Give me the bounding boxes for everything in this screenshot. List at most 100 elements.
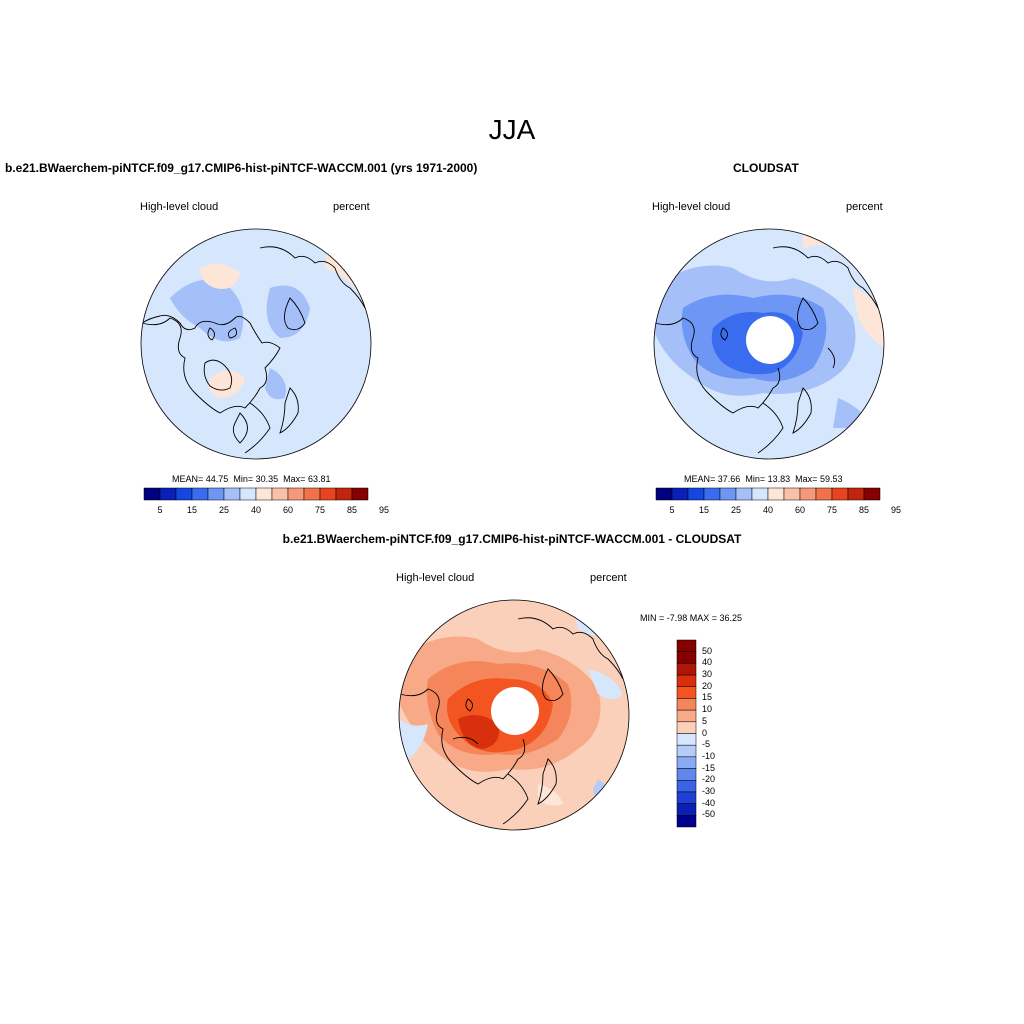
- colorbar-swatch: [676, 651, 697, 664]
- colorbar-label: 40: [762, 505, 773, 515]
- left-stats: MEAN= 44.75 Min= 30.35 Max= 63.81: [172, 474, 330, 484]
- right-variable-label: High-level cloud: [652, 201, 731, 213]
- colorbar-label: 95: [890, 505, 901, 515]
- colorbar-swatch: [191, 487, 209, 501]
- colorbar-swatch: [351, 487, 369, 501]
- colorbar-label: 30: [702, 669, 713, 680]
- left-min-label: Min=: [233, 474, 254, 484]
- colorbar-swatch: [207, 487, 225, 501]
- colorbar-swatch: [676, 663, 697, 676]
- colorbar-label: 5: [669, 505, 675, 515]
- left-max-value: 63.81: [307, 474, 331, 484]
- colorbar-label: 40: [702, 657, 713, 668]
- colorbar-swatch: [271, 487, 289, 501]
- colorbar-swatch: [815, 487, 833, 501]
- left-mean-value: 44.75: [205, 474, 229, 484]
- colorbar-swatch: [703, 487, 721, 501]
- left-mean-label: MEAN=: [172, 474, 204, 484]
- colorbar-swatch: [687, 487, 705, 501]
- colorbar-swatch: [676, 721, 697, 734]
- colorbar-label: 15: [186, 505, 197, 515]
- colorbar-swatch: [719, 487, 737, 501]
- left-panel-title: b.e21.BWaerchem-piNTCF.f09_g17.CMIP6-his…: [5, 161, 478, 175]
- colorbar-label: 60: [794, 505, 805, 515]
- left-variable-label: High-level cloud: [140, 201, 219, 213]
- colorbar-swatch: [676, 803, 697, 816]
- colorbar-label: 15: [698, 505, 709, 515]
- colorbar-swatch: [159, 487, 177, 501]
- colorbar-label: -50: [702, 809, 716, 820]
- main-title: JJA: [488, 114, 536, 145]
- diff-colorbar: [676, 639, 697, 828]
- right-min-label: Min=: [745, 474, 766, 484]
- colorbar-swatch: [671, 487, 689, 501]
- colorbar-swatch: [767, 487, 785, 501]
- colorbar-swatch: [287, 487, 305, 501]
- right-units-label: percent: [846, 201, 883, 213]
- colorbar-label: 5: [702, 715, 708, 726]
- colorbar-swatch: [303, 487, 321, 501]
- colorbar-swatch: [676, 756, 697, 769]
- colorbar-label: 20: [702, 680, 713, 691]
- diff-variable-label: High-level cloud: [396, 572, 475, 584]
- colorbar-swatch: [239, 487, 257, 501]
- colorbar-swatch: [676, 733, 697, 746]
- colorbar-swatch: [735, 487, 753, 501]
- diff-panel-title: b.e21.BWaerchem-piNTCF.f09_g17.CMIP6-his…: [282, 532, 742, 546]
- colorbar-swatch: [255, 487, 273, 501]
- colorbar-swatch: [143, 487, 161, 501]
- right-max-value: 59.53: [819, 474, 843, 484]
- colorbar-label: 75: [314, 505, 325, 515]
- right-polar-map: [653, 228, 885, 460]
- colorbar-swatch: [783, 487, 801, 501]
- colorbar-label: 75: [826, 505, 837, 515]
- right-mean-value: 37.66: [717, 474, 741, 484]
- left-colorbar: [143, 487, 369, 501]
- colorbar-swatch: [319, 487, 337, 501]
- colorbar-label: -40: [702, 797, 716, 808]
- right-max-label: Max=: [795, 474, 818, 484]
- colorbar-swatch: [676, 744, 697, 758]
- colorbar-label: 50: [702, 645, 713, 656]
- colorbar-swatch: [175, 487, 193, 501]
- left-polar-map: [140, 228, 372, 460]
- colorbar-swatch: [676, 791, 697, 804]
- left-min-value: 30.35: [255, 474, 279, 484]
- colorbar-label: 25: [218, 505, 229, 515]
- colorbar-label: 40: [250, 505, 261, 515]
- colorbar-label: 25: [730, 505, 741, 515]
- right-stats: MEAN= 37.66 Min= 13.83 Max= 59.53: [684, 474, 842, 484]
- colorbar-swatch: [676, 768, 697, 781]
- colorbar-label: -30: [702, 785, 716, 796]
- colorbar-swatch: [676, 709, 697, 723]
- colorbar-swatch: [676, 780, 697, 793]
- left-max-label: Max=: [283, 474, 306, 484]
- colorbar-swatch: [676, 815, 697, 828]
- left-units-label: percent: [333, 201, 370, 213]
- colorbar-swatch: [847, 487, 865, 501]
- colorbar-label: 15: [702, 692, 713, 703]
- right-panel-title: CLOUDSAT: [733, 161, 799, 175]
- right-mean-label: MEAN=: [684, 474, 716, 484]
- colorbar-swatch: [676, 698, 697, 711]
- colorbar-label: 10: [702, 704, 713, 715]
- colorbar-swatch: [655, 487, 673, 501]
- colorbar-swatch: [751, 487, 769, 501]
- colorbar-label: 0: [702, 727, 708, 738]
- colorbar-swatch: [676, 639, 697, 652]
- colorbar-label: -5: [702, 739, 711, 750]
- colorbar-swatch: [223, 487, 241, 501]
- diff-units-label: percent: [590, 572, 627, 584]
- diff-polar-map: [398, 599, 630, 831]
- colorbar-swatch: [831, 487, 849, 501]
- colorbar-label: -20: [702, 774, 716, 785]
- colorbar-label: 85: [346, 505, 357, 515]
- colorbar-swatch: [676, 674, 697, 687]
- colorbar-label: 85: [858, 505, 869, 515]
- right-min-value: 13.83: [767, 474, 791, 484]
- diff-minmax-text: MIN = -7.98 MAX = 36.25: [640, 613, 743, 623]
- right-colorbar: [655, 487, 881, 501]
- colorbar-swatch: [676, 686, 697, 699]
- colorbar-swatch: [799, 487, 817, 501]
- colorbar-swatch: [335, 487, 353, 501]
